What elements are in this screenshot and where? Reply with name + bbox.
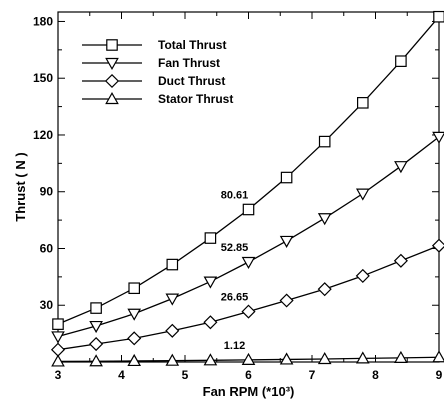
y-tick-label: 90 <box>40 185 54 199</box>
legend-marker <box>106 39 118 51</box>
data-point <box>432 350 444 363</box>
data-point <box>203 276 218 289</box>
data-point <box>318 135 331 148</box>
data-point <box>355 268 370 283</box>
x-tick-label: 9 <box>436 368 443 382</box>
data-point <box>279 352 294 365</box>
data-point <box>394 161 408 174</box>
data-point <box>127 331 142 346</box>
data-label: 80.61 <box>221 189 249 201</box>
data-point <box>241 352 256 365</box>
series-duct-thrust <box>50 238 444 357</box>
data-point <box>165 353 180 366</box>
data-point <box>204 232 217 244</box>
series-total-thrust <box>52 10 444 330</box>
data-point <box>355 351 370 364</box>
data-point <box>317 351 332 365</box>
data-point <box>89 336 104 352</box>
x-tick-label: 7 <box>309 368 316 382</box>
data-point <box>89 320 103 334</box>
data-label: 26.65 <box>221 292 249 304</box>
data-label: 1.12 <box>224 340 245 352</box>
legend-entry: Duct Thrust <box>82 73 225 89</box>
legend-marker <box>105 91 119 105</box>
legend-entry: Fan Thrust <box>82 56 220 71</box>
data-point <box>431 238 444 253</box>
legend-entry: Total Thrust <box>82 38 226 52</box>
data-point <box>165 323 180 338</box>
data-point <box>50 342 66 357</box>
data-point <box>393 253 408 268</box>
data-point <box>317 282 332 297</box>
data-point <box>128 282 140 295</box>
data-point <box>241 256 256 270</box>
legend-label: Duct Thrust <box>158 74 225 88</box>
data-point <box>279 293 294 308</box>
y-tick-label: 120 <box>33 128 53 142</box>
y-tick-label: 150 <box>33 71 53 85</box>
data-point <box>394 350 408 363</box>
y-tick-label: 180 <box>33 14 53 28</box>
legend-entry: Stator Thrust <box>82 91 233 106</box>
data-point <box>357 97 369 109</box>
y-tick-label: 60 <box>40 241 54 255</box>
data-point <box>51 354 65 367</box>
data-point <box>395 55 407 67</box>
data-point <box>242 203 255 216</box>
legend-label: Total Thrust <box>158 38 226 52</box>
data-point <box>280 171 293 184</box>
x-tick-label: 4 <box>118 368 125 382</box>
data-point <box>432 131 444 144</box>
x-tick-label: 3 <box>55 368 62 382</box>
data-point <box>166 258 179 271</box>
data-point <box>203 353 218 366</box>
data-point <box>433 10 444 23</box>
y-tick-label: 30 <box>40 298 54 312</box>
x-tick-label: 8 <box>372 368 379 382</box>
series-stator-thrust <box>51 350 444 367</box>
data-point <box>355 188 370 201</box>
x-axis-title: Fan RPM (*10³) <box>203 384 295 399</box>
legend-label: Fan Thrust <box>158 56 220 70</box>
plot-area: 3 4 5 6 7 8 9 30 60 90 120 150 180 80.61 52.85 26.65 1.1… <box>33 10 444 382</box>
data-point <box>241 304 256 319</box>
data-point <box>51 331 65 344</box>
data-point <box>203 315 218 330</box>
data-point <box>90 302 102 314</box>
x-tick-label: 6 <box>245 368 252 382</box>
data-point <box>127 353 142 367</box>
legend: Total Thrust Fan Thrust Duct Thrust Stator … <box>82 38 233 106</box>
data-point <box>165 293 180 306</box>
data-label: 52.85 <box>221 242 249 254</box>
data-point <box>127 308 142 321</box>
legend-marker <box>104 73 120 89</box>
data-point <box>279 235 294 248</box>
data-point <box>52 318 64 330</box>
legend-label: Stator Thrust <box>158 92 233 106</box>
x-tick-label: 5 <box>182 368 189 382</box>
series-fan-thrust <box>51 131 444 344</box>
data-point <box>317 213 332 226</box>
data-point <box>89 354 103 367</box>
legend-marker <box>105 57 119 71</box>
axis-ticks: 3 4 5 6 7 8 9 30 60 90 120 150 180 <box>33 12 443 382</box>
y-axis-title: Thrust ( N ) <box>13 152 28 221</box>
